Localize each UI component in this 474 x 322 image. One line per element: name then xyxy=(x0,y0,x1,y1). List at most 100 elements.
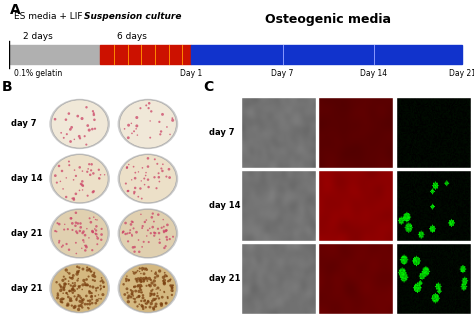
Point xyxy=(143,267,151,272)
Point xyxy=(66,298,74,303)
Bar xyxy=(191,45,462,64)
Point xyxy=(62,117,70,122)
Point xyxy=(142,266,150,271)
Point xyxy=(138,225,146,231)
Point xyxy=(155,175,163,180)
Point xyxy=(130,164,137,169)
Point xyxy=(136,269,144,274)
Point xyxy=(138,165,146,170)
Point xyxy=(89,285,97,290)
Point xyxy=(135,283,142,288)
Point xyxy=(148,291,155,296)
Point xyxy=(61,222,69,227)
Point xyxy=(89,273,97,278)
Point xyxy=(159,217,167,222)
Point xyxy=(98,237,105,242)
Point xyxy=(128,233,136,238)
Point xyxy=(57,288,64,293)
Point xyxy=(144,279,151,284)
Point xyxy=(98,275,105,280)
Point xyxy=(129,269,137,274)
Point xyxy=(53,229,60,234)
Point xyxy=(131,299,139,305)
Point xyxy=(151,231,159,236)
Point xyxy=(160,224,168,229)
Point xyxy=(137,283,144,288)
Point xyxy=(162,273,169,278)
Point xyxy=(141,182,148,187)
Bar xyxy=(319,97,393,168)
Point xyxy=(124,231,131,236)
Point xyxy=(143,103,150,108)
Point xyxy=(132,126,140,131)
Point xyxy=(82,248,89,253)
Point xyxy=(64,303,72,308)
Bar xyxy=(9,45,100,64)
Point xyxy=(85,235,93,241)
Point xyxy=(136,286,144,291)
Text: C: C xyxy=(203,80,214,94)
Point xyxy=(155,171,163,176)
Point xyxy=(149,211,156,216)
Point xyxy=(152,296,160,301)
Point xyxy=(79,298,86,303)
Point xyxy=(80,278,88,283)
Point xyxy=(156,132,164,137)
Point xyxy=(125,188,132,194)
Point xyxy=(63,132,71,137)
Point xyxy=(91,293,99,298)
Point xyxy=(162,244,169,249)
Point xyxy=(84,305,91,310)
Point xyxy=(69,284,77,289)
Point xyxy=(84,123,91,128)
Point xyxy=(143,233,151,239)
Point xyxy=(148,215,155,220)
Point xyxy=(160,230,168,235)
Ellipse shape xyxy=(49,208,110,259)
Point xyxy=(70,197,78,202)
Point xyxy=(74,276,82,281)
Point xyxy=(153,186,160,191)
Point xyxy=(79,282,87,288)
Point xyxy=(70,196,78,201)
Point xyxy=(90,189,98,194)
Point xyxy=(55,163,63,168)
Point xyxy=(51,117,59,122)
Point xyxy=(160,275,167,280)
Point xyxy=(137,279,145,284)
Point xyxy=(57,130,65,135)
Point xyxy=(86,284,94,289)
Bar xyxy=(395,97,471,168)
Point xyxy=(92,300,100,306)
Point xyxy=(75,268,83,273)
Point xyxy=(67,139,74,144)
Text: Day 14: Day 14 xyxy=(360,69,387,78)
Point xyxy=(135,289,143,294)
Bar xyxy=(100,45,191,64)
Point xyxy=(139,304,146,309)
Point xyxy=(159,162,167,167)
Point xyxy=(97,286,105,291)
Point xyxy=(140,271,148,276)
Text: day 21: day 21 xyxy=(209,274,240,283)
Point xyxy=(142,170,150,175)
Point xyxy=(152,304,159,309)
Point xyxy=(55,238,63,243)
Text: 2 days: 2 days xyxy=(23,32,53,41)
Point xyxy=(161,281,168,287)
Point xyxy=(144,299,152,305)
Point xyxy=(55,222,63,227)
Point xyxy=(76,299,84,304)
Point xyxy=(131,185,139,191)
Point xyxy=(128,177,136,182)
Ellipse shape xyxy=(49,154,110,204)
Point xyxy=(67,296,74,301)
Point xyxy=(150,307,157,312)
Point xyxy=(145,106,152,111)
Ellipse shape xyxy=(51,155,108,203)
Point xyxy=(127,228,134,233)
Point xyxy=(154,226,162,231)
Point xyxy=(164,294,172,299)
Point xyxy=(71,137,78,142)
Point xyxy=(63,268,70,273)
